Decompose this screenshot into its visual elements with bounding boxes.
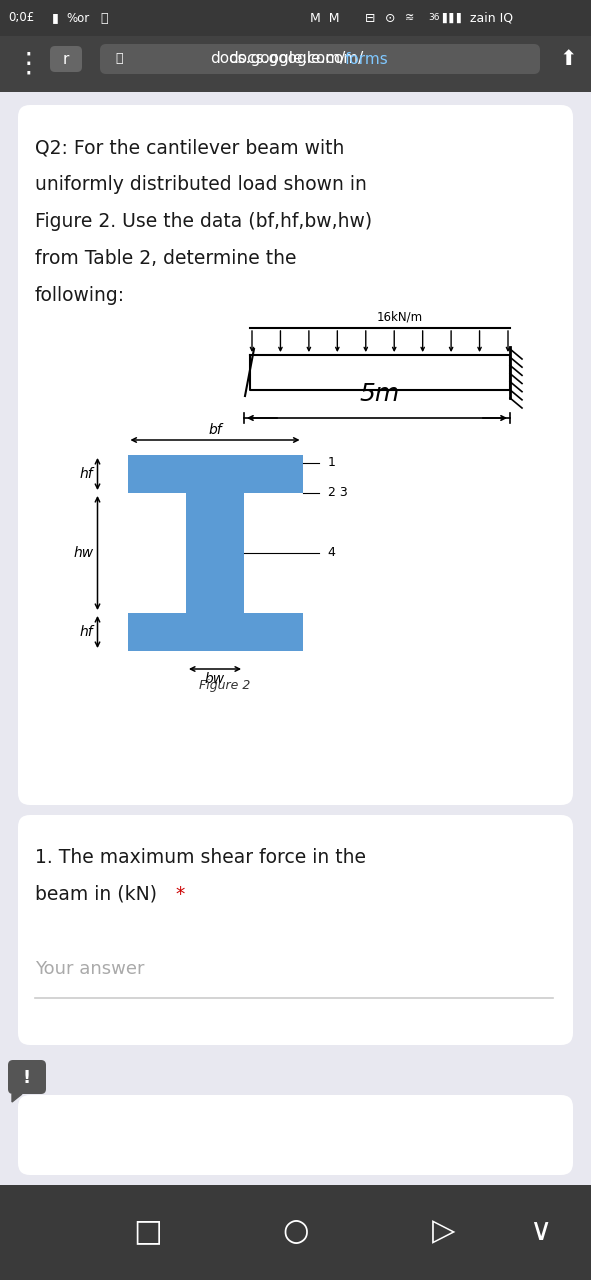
FancyBboxPatch shape: [18, 1094, 573, 1175]
FancyBboxPatch shape: [8, 1060, 46, 1094]
Text: hf: hf: [80, 467, 93, 481]
Text: 🔒: 🔒: [115, 52, 122, 65]
Text: ⋮: ⋮: [15, 50, 43, 78]
Bar: [128, 613, 303, 652]
Bar: [128, 454, 303, 493]
Text: ⬆: ⬆: [559, 49, 577, 69]
Text: ▷: ▷: [432, 1217, 456, 1247]
FancyBboxPatch shape: [100, 44, 540, 74]
Polygon shape: [12, 1094, 22, 1102]
Text: docs.google.com/: docs.google.com/: [210, 51, 345, 67]
Text: ▮: ▮: [52, 12, 59, 24]
Bar: [0, 0, 591, 36]
FancyBboxPatch shape: [50, 46, 82, 72]
Text: M  M: M M: [310, 12, 339, 24]
Text: bf: bf: [208, 422, 222, 436]
Text: 0;0£: 0;0£: [8, 12, 34, 24]
FancyBboxPatch shape: [18, 815, 573, 1044]
Text: beam in (kN): beam in (kN): [35, 884, 157, 904]
Bar: [250, 355, 510, 390]
Text: 🎧: 🎧: [100, 12, 108, 24]
Bar: [0, 1185, 591, 1280]
Text: ○: ○: [282, 1217, 309, 1247]
Text: 36: 36: [428, 14, 440, 23]
Text: following:: following:: [35, 285, 125, 305]
Text: docs.google.com/: docs.google.com/: [228, 51, 363, 67]
Text: from Table 2, determine the: from Table 2, determine the: [35, 250, 297, 268]
Text: !: !: [23, 1069, 31, 1087]
Bar: [0, 36, 591, 92]
Bar: [186, 493, 244, 613]
Text: ≋: ≋: [405, 13, 414, 23]
Text: uniformly distributed load shown in: uniformly distributed load shown in: [35, 175, 367, 195]
Text: %or: %or: [66, 12, 89, 24]
Text: forms: forms: [345, 51, 389, 67]
Text: Figure 2: Figure 2: [199, 678, 251, 692]
Text: 1: 1: [327, 457, 335, 470]
Text: hw: hw: [73, 547, 93, 561]
Text: 5m: 5m: [360, 381, 400, 406]
Text: Q2: For the cantilever beam with: Q2: For the cantilever beam with: [35, 138, 345, 157]
Text: □: □: [134, 1217, 163, 1247]
Text: *: *: [170, 884, 185, 904]
Text: ∨: ∨: [529, 1217, 551, 1247]
Text: zain IQ: zain IQ: [470, 12, 513, 24]
Text: bw: bw: [205, 672, 225, 686]
FancyBboxPatch shape: [18, 105, 573, 805]
Text: 2 3: 2 3: [327, 486, 348, 499]
Text: Figure 2. Use the data (bf,hf,bw,hw): Figure 2. Use the data (bf,hf,bw,hw): [35, 212, 372, 230]
Text: 1. The maximum shear force in the: 1. The maximum shear force in the: [35, 847, 366, 867]
Text: Your answer: Your answer: [35, 960, 145, 978]
Text: 16kN/m: 16kN/m: [377, 311, 423, 324]
Text: 4: 4: [327, 547, 335, 559]
Text: r: r: [63, 51, 69, 67]
Text: ⊟: ⊟: [365, 12, 375, 24]
Text: ⊙: ⊙: [385, 12, 395, 24]
Text: ▌▌▌: ▌▌▌: [442, 13, 465, 23]
Text: hf: hf: [80, 625, 93, 639]
